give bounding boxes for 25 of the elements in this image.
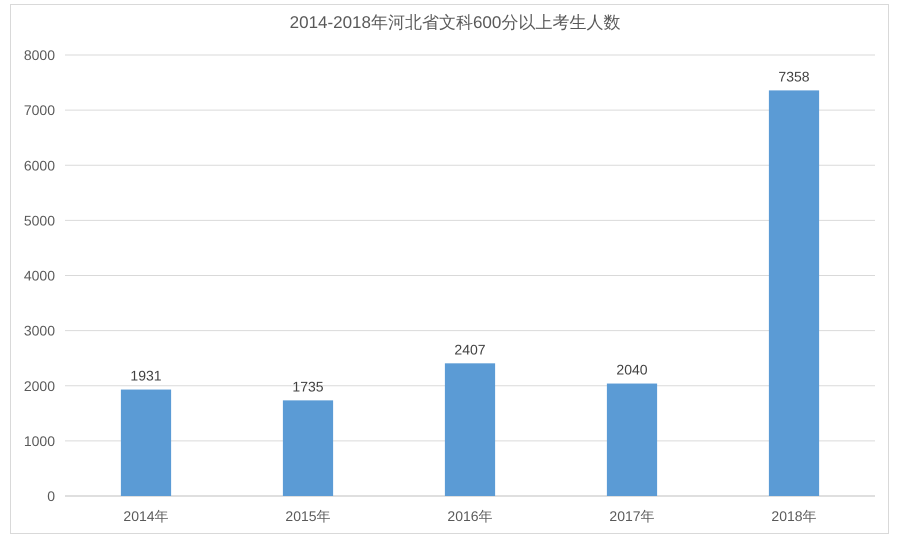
- x-tick-label: 2016年: [447, 508, 493, 524]
- y-tick-label: 3000: [24, 322, 56, 339]
- x-tick-label: 2018年: [771, 508, 817, 524]
- y-tick-label: 4000: [24, 268, 56, 284]
- x-tick-label: 2017年: [609, 508, 655, 524]
- bar: [606, 384, 658, 496]
- data-label: 1735: [292, 378, 324, 394]
- y-tick-label: 1000: [24, 432, 56, 449]
- y-tick-label: 6000: [24, 157, 56, 174]
- bar: [768, 90, 820, 496]
- x-tick-label: 2015年: [285, 508, 331, 524]
- bar: [444, 363, 496, 496]
- y-tick-label: 5000: [24, 212, 56, 228]
- y-tick-label: 7000: [24, 102, 56, 118]
- y-tick-label: 0: [47, 488, 56, 504]
- data-label: 1931: [130, 368, 162, 384]
- x-tick-label: 2014年: [123, 508, 169, 524]
- data-label: 7358: [778, 68, 810, 84]
- data-label: 2407: [454, 341, 486, 358]
- bar: [120, 390, 172, 496]
- y-tick-label: 8000: [24, 47, 56, 63]
- chart-title: 2014-2018年河北省文科600分以上考生人数: [290, 13, 620, 32]
- y-tick-label: 2000: [24, 378, 56, 394]
- data-label: 2040: [616, 362, 648, 378]
- bar: [282, 400, 334, 496]
